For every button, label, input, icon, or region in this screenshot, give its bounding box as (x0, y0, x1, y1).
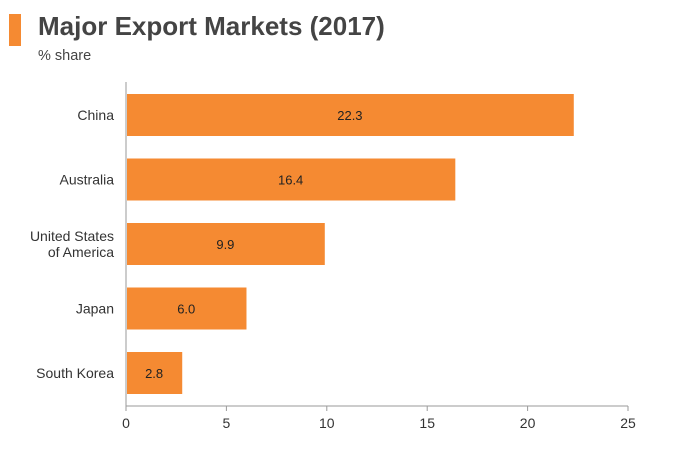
bar (127, 287, 247, 330)
category-label: China (77, 107, 114, 123)
category-label: Japan (76, 301, 114, 317)
x-tick-label: 25 (620, 415, 636, 431)
category-label-line: China (77, 107, 114, 123)
chart-title: Major Export Markets (2017) (38, 11, 385, 41)
category-label: United States of America (30, 228, 114, 260)
category-label-line: United States (30, 228, 114, 244)
bar (127, 352, 183, 394)
x-tick-label: 0 (122, 415, 130, 431)
value-label: 9.9 (216, 237, 234, 252)
value-label: 22.3 (337, 108, 362, 123)
title-accent-bar (9, 14, 21, 46)
bar (127, 158, 456, 201)
value-label: 2.8 (145, 366, 163, 381)
x-tick-label: 15 (419, 415, 435, 431)
category-label: Australia (60, 172, 115, 188)
category-label-line: Japan (76, 301, 114, 317)
category-label-line: of America (48, 244, 114, 260)
category-label-line: Australia (60, 172, 115, 188)
x-tick-label: 10 (319, 415, 335, 431)
chart-subtitle: % share (38, 48, 92, 64)
category-label: South Korea (36, 365, 114, 381)
bar (127, 94, 574, 136)
value-label: 16.4 (278, 173, 303, 188)
category-label-line: South Korea (36, 365, 114, 381)
bar (127, 223, 325, 265)
value-label: 6.0 (177, 302, 195, 317)
x-tick-label: 5 (223, 415, 231, 431)
x-tick-label: 20 (520, 415, 536, 431)
